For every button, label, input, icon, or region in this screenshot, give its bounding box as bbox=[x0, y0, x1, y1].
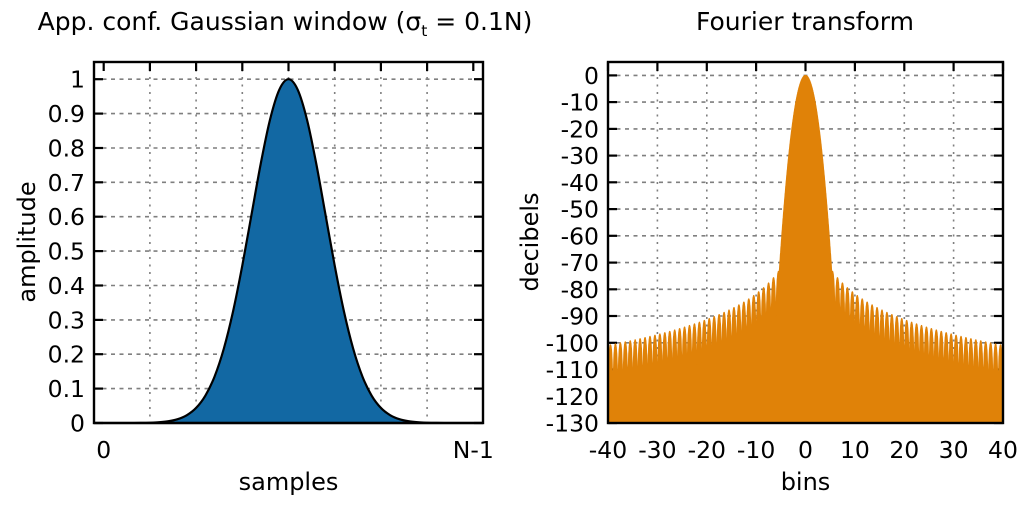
fourier-plot: -40 -30 -20 -10 0 10 20 30 400-10-20-30-40-50-60… bbox=[546, 60, 1018, 464]
y-tick-label: 0.8 bbox=[48, 135, 85, 163]
y-tick-label: 0.9 bbox=[48, 100, 85, 128]
y-tick-label: 0.7 bbox=[48, 169, 85, 197]
y-tick-label: 0.2 bbox=[48, 341, 85, 369]
fourier-xlabel: bins bbox=[780, 468, 831, 496]
y-tick-label: 1 bbox=[70, 66, 85, 94]
x-tick-label: -40 bbox=[589, 436, 627, 464]
x-tick-label: -30 bbox=[638, 436, 676, 464]
y-tick-label: -60 bbox=[561, 222, 599, 250]
y-tick-label: -20 bbox=[561, 115, 599, 143]
x-tick-label: N-1 bbox=[453, 436, 494, 464]
window-plot: 0 N-1 0 0.1 0.2 0.3 0.4 0.5 0.6 0.7 0.8 0.9 1 bbox=[48, 60, 494, 464]
y-tick-label: -110 bbox=[546, 356, 599, 384]
plot-frame bbox=[606, 60, 1005, 425]
y-tick-label: 0 bbox=[584, 62, 599, 90]
y-tick-label: 0 bbox=[70, 410, 85, 438]
window-ylabel: amplitude bbox=[13, 181, 41, 303]
window-title-suffix: = 0.1N) bbox=[427, 7, 533, 36]
fourier-curve bbox=[607, 74, 1004, 424]
y-tick-label: -100 bbox=[546, 329, 599, 357]
y-tick-label: -90 bbox=[561, 303, 599, 331]
y-tick-label: -80 bbox=[561, 276, 599, 304]
y-tick-label: 0.4 bbox=[48, 272, 85, 300]
x-tick-label: 0 bbox=[798, 436, 813, 464]
y-tick-label: 0.3 bbox=[48, 306, 85, 334]
fourier-ylabel: decibels bbox=[516, 192, 544, 292]
y-tick-label: -40 bbox=[561, 169, 599, 197]
x-tick-label: -10 bbox=[737, 436, 775, 464]
window-xlabel: samples bbox=[238, 468, 339, 496]
x-tick-label: 20 bbox=[889, 436, 919, 464]
plot-frame bbox=[92, 60, 485, 425]
fourier-chart-title: Fourier transform bbox=[695, 7, 915, 36]
y-tick-label: 0.5 bbox=[48, 238, 85, 266]
x-tick-label: 30 bbox=[939, 436, 969, 464]
y-tick-label: 0.1 bbox=[48, 375, 85, 403]
window-title-prefix: App. conf. Gaussian window (σ bbox=[37, 7, 422, 36]
window-chart-title: App. conf. Gaussian window (σt = 0.1N) bbox=[25, 6, 545, 40]
y-tick-label: -50 bbox=[561, 196, 599, 224]
y-tick-label: -120 bbox=[546, 383, 599, 411]
y-tick-label: -10 bbox=[561, 89, 599, 117]
y-tick-label: 0.6 bbox=[48, 203, 85, 231]
window-curve bbox=[92, 78, 485, 425]
y-tick-label: -130 bbox=[546, 410, 599, 438]
x-tick-label: 10 bbox=[840, 436, 870, 464]
y-tick-label: -70 bbox=[561, 249, 599, 277]
x-tick-label: 40 bbox=[988, 436, 1018, 464]
y-tick-label: -30 bbox=[561, 142, 599, 170]
x-tick-label: -20 bbox=[688, 436, 726, 464]
sigma-subscript: t bbox=[421, 22, 428, 40]
x-tick-label: 0 bbox=[96, 436, 111, 464]
